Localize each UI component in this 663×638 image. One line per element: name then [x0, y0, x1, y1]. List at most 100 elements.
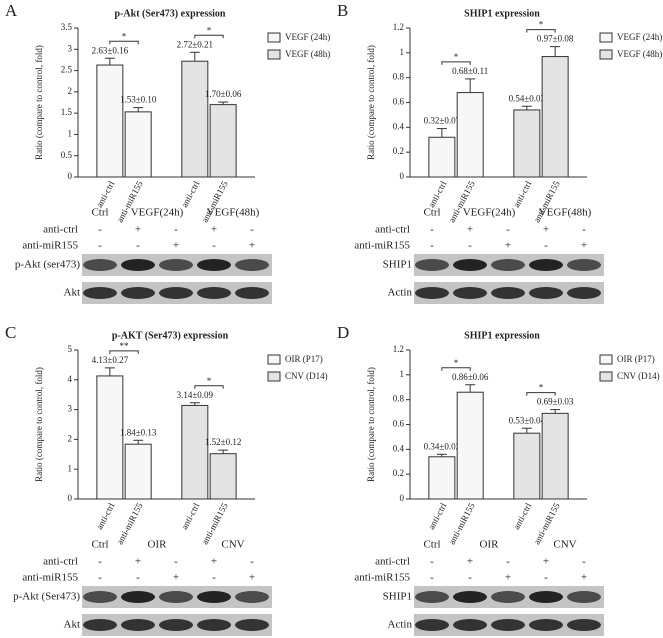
y-tick-label: 3 [68, 404, 73, 414]
blot-mark: + [211, 224, 217, 236]
x-tick-label: anti-ctrl [94, 179, 116, 209]
legend-swatch [599, 354, 613, 365]
x-tick-label: anti-ctrl [511, 501, 533, 531]
chart-title: p-AKT (Ser473) expression [112, 330, 229, 341]
blot-mark: + [135, 224, 141, 236]
blot-mark: - [430, 224, 434, 236]
blot-mark: + [173, 240, 179, 252]
blot-mark: - [136, 240, 140, 252]
legend-swatch [267, 371, 281, 382]
blot-band [83, 591, 117, 603]
blot-row-label: anti-miR155 [22, 572, 78, 584]
blot-column: Ctrl [423, 207, 440, 219]
bar [428, 136, 456, 178]
bar [541, 56, 569, 178]
chart-title: SHIP1 expression [464, 330, 540, 341]
blot-mark: + [467, 556, 473, 568]
blot-mark: - [98, 240, 102, 252]
legend-label: CNV (D14) [617, 371, 660, 381]
blot-band [529, 259, 563, 271]
legend-label: VEGF (48h) [285, 49, 330, 59]
band-label: p-Akt (Ser473) [13, 591, 80, 603]
y-tick-label: 4 [68, 374, 73, 384]
blot-row-label: anti-ctrl [375, 224, 410, 236]
blot-mark: + [505, 572, 511, 584]
y-axis-label: Ratio (compare to control, fold) [366, 367, 376, 482]
significance-label: * [454, 358, 459, 368]
legend-swatch [267, 354, 281, 365]
blot-mark: + [249, 240, 255, 252]
blot-band [197, 591, 231, 603]
blot-band [567, 619, 601, 631]
blot-band [529, 619, 563, 631]
blot-band [197, 619, 231, 631]
value-label: 0.53±0.04 [509, 415, 546, 425]
blot-mark: - [430, 556, 434, 568]
blot-band [159, 619, 193, 631]
blot-row-label: anti-ctrl [43, 224, 78, 236]
blot-mark: - [174, 556, 178, 568]
blot-column: OIR [480, 539, 500, 551]
blot-band [529, 591, 563, 603]
blot-mark: + [505, 240, 511, 252]
band-label: Akt [64, 619, 81, 631]
blot-mark: - [98, 572, 102, 584]
chart-title: p-Akt (Ser473) expression [115, 8, 226, 19]
y-tick-label: 1.5 [61, 107, 73, 117]
panel-letter: C [5, 323, 16, 342]
value-label: 1.84±0.13 [120, 427, 157, 437]
blot-column: VEGF(48h) [539, 207, 592, 219]
y-tick-label: 0.5 [61, 150, 73, 160]
significance-label: * [207, 376, 212, 386]
blot-mark: - [468, 572, 472, 584]
blot-band [491, 287, 525, 299]
blot-mark: + [581, 240, 587, 252]
blot-mark: - [250, 224, 254, 236]
bar [124, 111, 152, 178]
blot-band [415, 259, 449, 271]
bar [124, 443, 152, 500]
y-tick-label: 3.5 [61, 22, 73, 32]
y-axis-label: Ratio (compare to control, fold) [366, 45, 376, 160]
blot-column: VEGF(48h) [207, 207, 260, 219]
y-tick-label: 0.2 [393, 468, 404, 478]
blot-band [235, 259, 269, 271]
value-label: 2.72±0.21 [177, 39, 213, 49]
x-tick-label: anti-ctrl [511, 179, 533, 209]
blot-band [83, 287, 117, 299]
blot-mark: - [174, 224, 178, 236]
legend-label: VEGF (24h) [285, 32, 330, 42]
band-label: Actin [388, 287, 413, 299]
panel-letter: A [5, 1, 18, 20]
blot-mark: + [543, 556, 549, 568]
blot-band [491, 619, 525, 631]
legend-swatch [267, 32, 281, 43]
blot-band [197, 259, 231, 271]
blot-band [235, 591, 269, 603]
bar [96, 375, 124, 500]
significance-bracket [526, 392, 556, 396]
significance-bracket [441, 61, 471, 65]
y-tick-label: 0.2 [393, 146, 404, 156]
bar [428, 456, 456, 500]
x-tick-label: anti-ctrl [426, 501, 448, 531]
blot-mark: - [468, 240, 472, 252]
bar [209, 453, 237, 500]
y-tick-label: 0.4 [393, 121, 405, 131]
significance-label: ** [120, 341, 130, 351]
blot-mark: - [582, 224, 586, 236]
blot-band [567, 259, 601, 271]
value-label: 3.14±0.09 [177, 390, 214, 400]
value-label: 4.13±0.27 [92, 355, 129, 365]
blot-band [453, 619, 487, 631]
blot-band [453, 287, 487, 299]
blot-mark: - [506, 556, 510, 568]
band-label: SHIP1 [383, 591, 412, 603]
legend-swatch [599, 49, 613, 60]
band-label: SHIP1 [383, 259, 412, 271]
blot-band [159, 591, 193, 603]
blot-mark: + [467, 224, 473, 236]
y-tick-label: 0.6 [393, 419, 405, 429]
x-tick-label: anti-miR155 [115, 501, 145, 546]
blot-column: Ctrl [91, 207, 108, 219]
